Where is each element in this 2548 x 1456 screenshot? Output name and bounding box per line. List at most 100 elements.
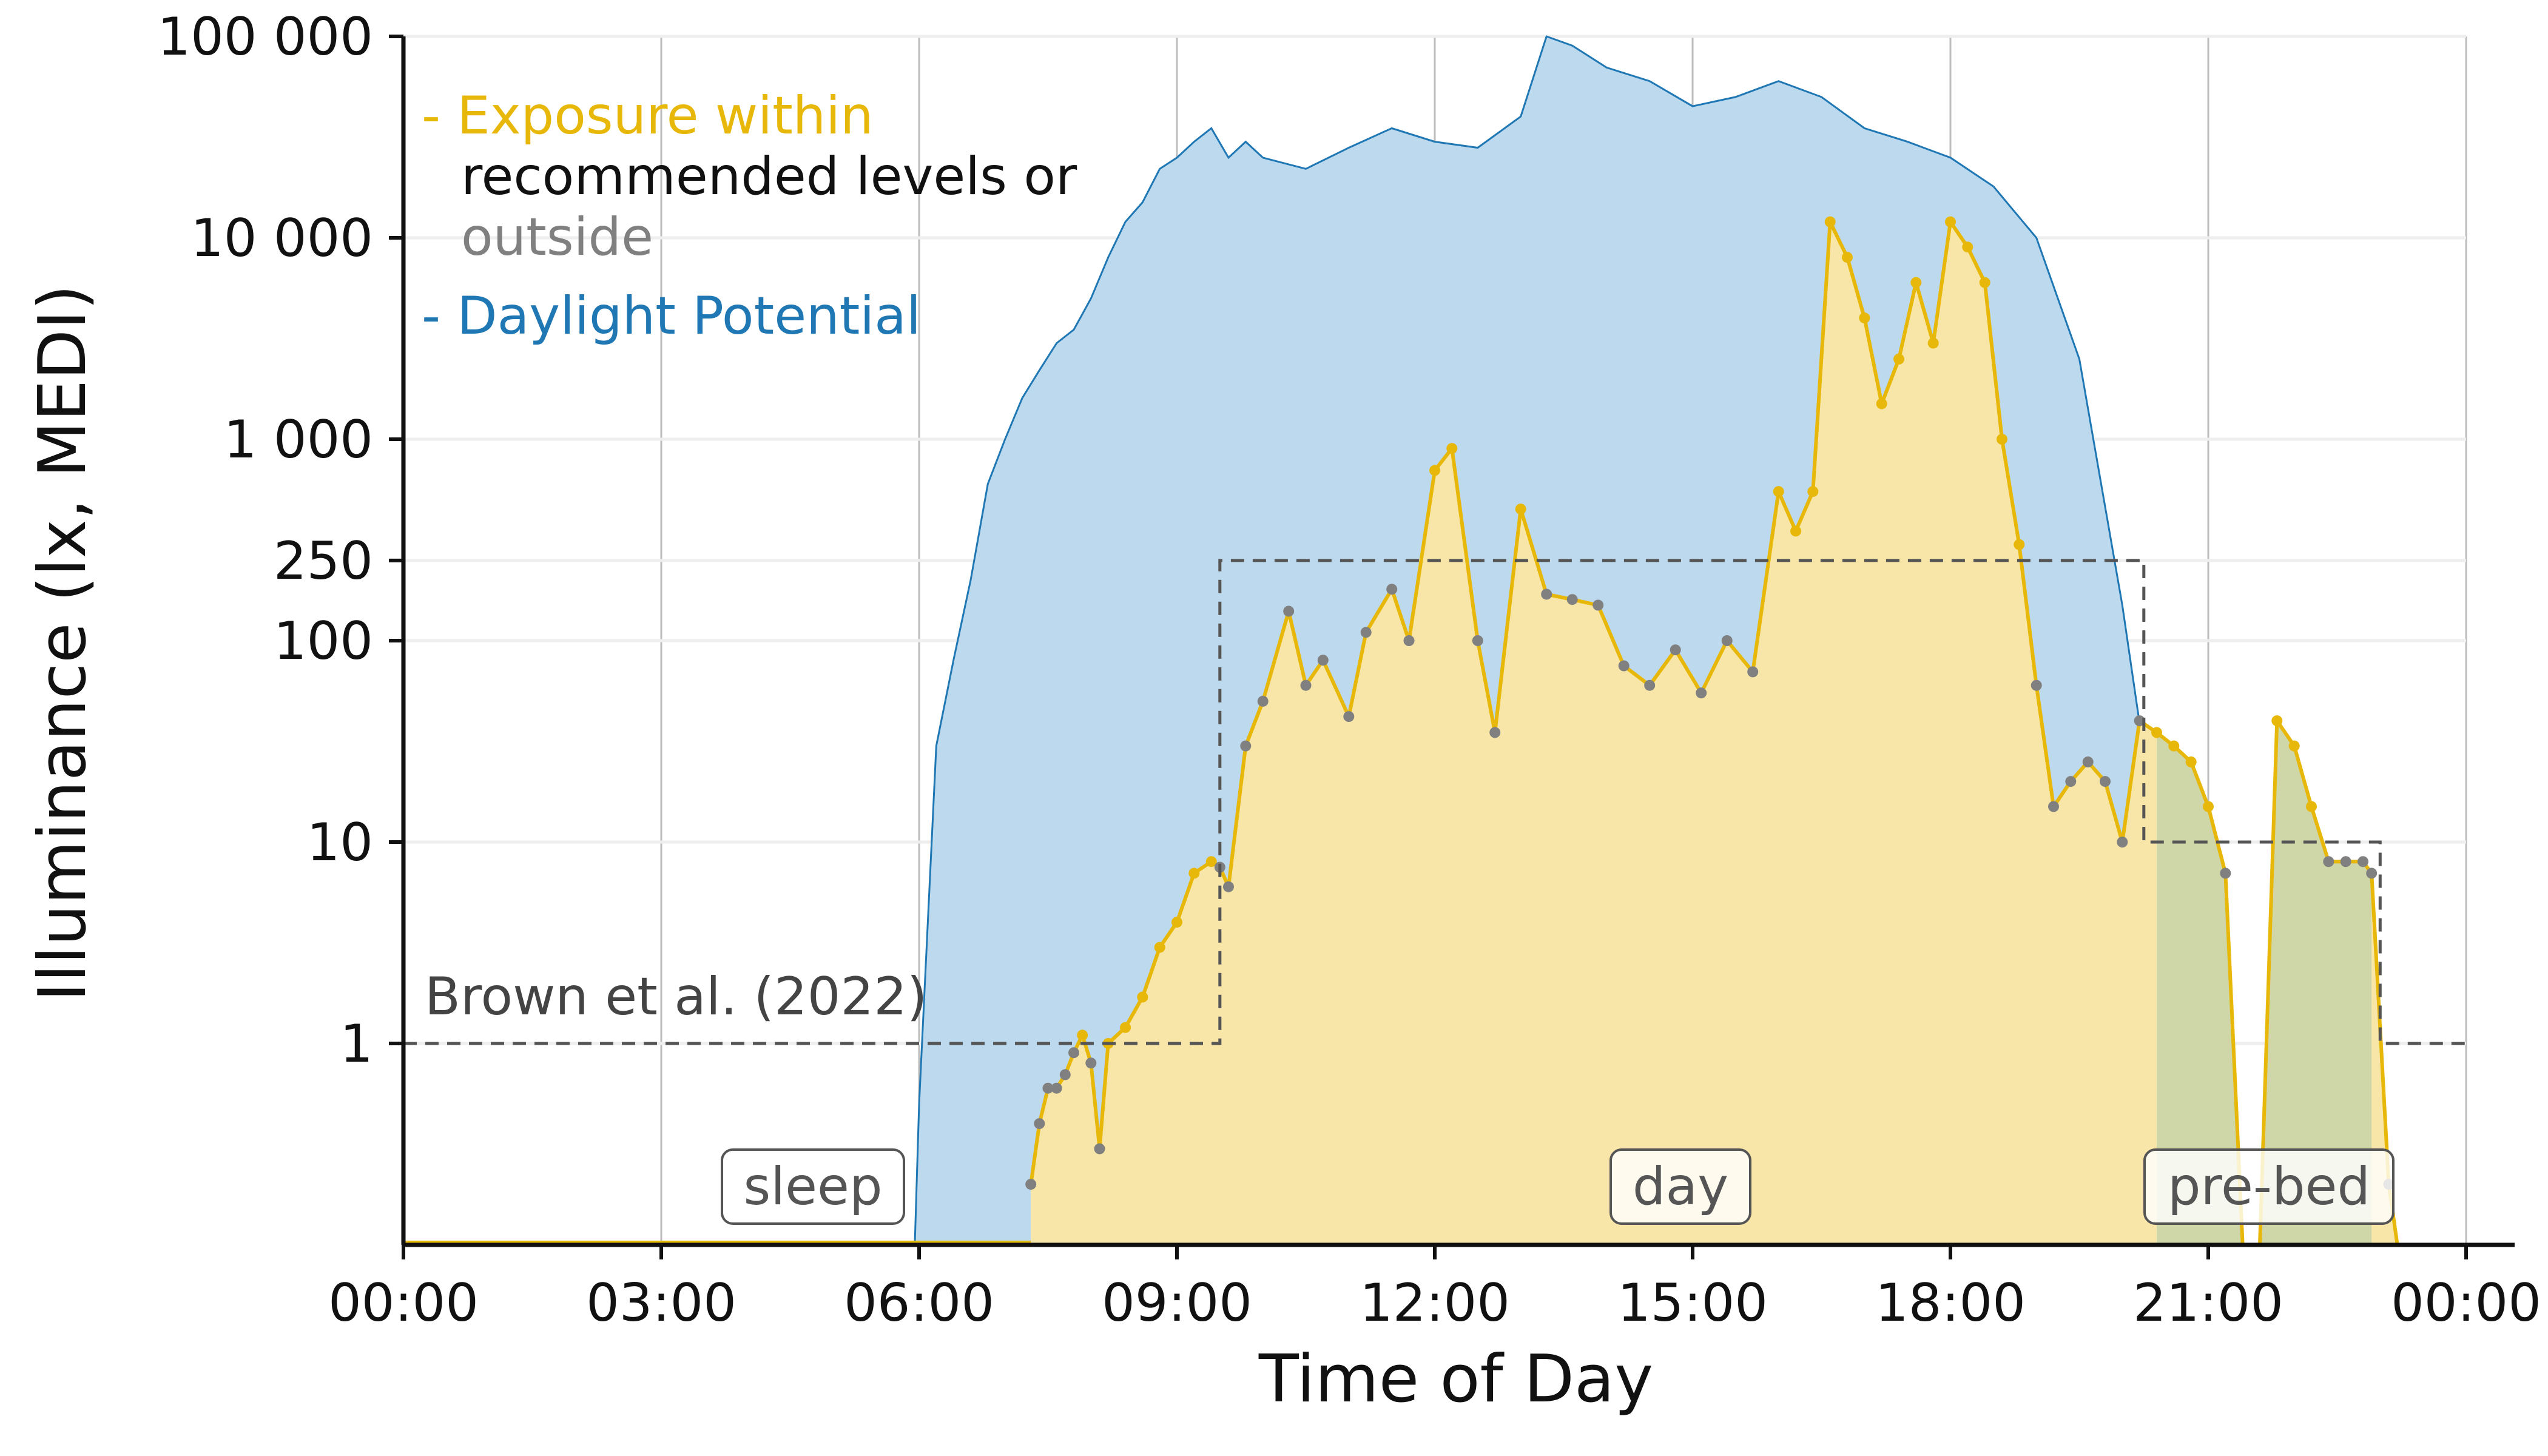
exposure-point (1171, 917, 1182, 928)
exposure-point (1876, 398, 1887, 410)
exposure-point (1644, 679, 1656, 691)
exposure-point (1188, 868, 1200, 879)
exposure-point (1343, 711, 1355, 723)
exposure-point (1025, 1179, 1037, 1190)
exposure-point (1051, 1082, 1062, 1094)
exposure-point (1085, 1057, 1097, 1069)
y-tick-label: 1 (340, 1014, 373, 1074)
y-tick-label: 10 (307, 812, 373, 873)
legend-exposure-label: - Exposure within (422, 86, 874, 146)
phase-label-day: day (1633, 1156, 1728, 1217)
legend-recommended-label: recommended levels or (461, 146, 1077, 207)
exposure-point (2065, 776, 2077, 787)
x-tick-label: 21:00 (2133, 1273, 2283, 1333)
exposure-point (2358, 856, 2368, 868)
exposure-point (2117, 837, 2128, 848)
exposure-point (2271, 715, 2283, 727)
exposure-point (2203, 801, 2214, 812)
exposure-point (1790, 525, 1801, 537)
exposure-point (2185, 756, 2197, 767)
exposure-point (2306, 801, 2317, 812)
exposure-point (2340, 856, 2351, 868)
exposure-point (1515, 504, 1526, 515)
exposure-point (1979, 277, 1990, 288)
exposure-point (1257, 695, 1269, 707)
exposure-point (1592, 599, 1604, 611)
exposure-point (1240, 740, 1252, 752)
exposure-point (1042, 1082, 1054, 1094)
y-axis-title: Illuminance (lx, MEDI) (25, 285, 101, 1002)
exposure-point (2082, 756, 2094, 767)
exposure-point (1859, 312, 1870, 324)
exposure-point (2031, 679, 2042, 691)
exposure-point (1927, 337, 1939, 349)
exposure-point (1472, 635, 1483, 646)
exposure-point (1721, 635, 1733, 646)
exposure-point (2151, 727, 2162, 738)
exposure-point (2048, 801, 2059, 812)
x-tick-label: 09:00 (1102, 1273, 1252, 1333)
phase-label-pre-bed: pre-bed (2168, 1156, 2370, 1217)
reference-label: Brown et al. (2022) (425, 966, 927, 1027)
phase-labels: sleep day pre-bed (721, 1148, 2395, 1225)
exposure-point (1403, 635, 1415, 646)
exposure-point (2323, 856, 2334, 868)
x-tick-label: 00:00 (328, 1273, 479, 1333)
exposure-point (2168, 740, 2180, 752)
legend-daylight-label: - Daylight Potential (422, 286, 921, 346)
y-tick-label: 100 (274, 611, 373, 672)
x-tick-label: 18:00 (1875, 1273, 2026, 1333)
exposure-point (1824, 216, 1836, 228)
exposure-point (1747, 666, 1759, 678)
exposure-point (1945, 216, 1956, 228)
exposure-point (2100, 776, 2111, 787)
exposure-point (1773, 486, 1784, 497)
exposure-point (1446, 443, 1458, 454)
exposure-point (1317, 655, 1329, 666)
overlap-area (2157, 721, 2372, 1245)
exposure-line (403, 220, 2466, 1247)
exposure-point (1541, 588, 1552, 600)
x-tick-label: 12:00 (1360, 1273, 1510, 1333)
exposure-point (1429, 465, 1440, 476)
exposure-point (1807, 486, 1819, 497)
brown-2022-reference-line (403, 559, 2466, 1045)
exposure-point (1910, 277, 1922, 288)
exposure-point (1154, 942, 1165, 953)
exposure-point (1283, 605, 1295, 617)
exposure-point (1997, 434, 2007, 445)
exposure-point (1386, 584, 1398, 595)
x-axis-title: Time of Day (1258, 1341, 1653, 1417)
phase-box-sleep (721, 1148, 905, 1225)
exposure-point (1034, 1118, 1045, 1130)
exposure-point (1670, 644, 1681, 656)
exposure-point (2134, 715, 2145, 727)
exposure-point (1360, 627, 1372, 638)
exposure-point (2014, 539, 2025, 550)
exposure-point (1962, 241, 1973, 253)
y-tick-label: 1 000 (224, 410, 373, 470)
ticks: 00:00 03:00 06:00 09:00 12:00 15:00 18:00 21:00… (157, 7, 2541, 1333)
exposure-point (2366, 868, 2378, 879)
exposure-point (2220, 868, 2231, 879)
x-tick-label: 03:00 (586, 1273, 736, 1333)
x-tick-label: 06:00 (844, 1273, 994, 1333)
legend: - Exposure within recommended levels or … (422, 86, 1077, 346)
exposure-point (1205, 856, 1217, 868)
exposure-point (2288, 740, 2300, 752)
exposure-point (1489, 727, 1501, 738)
exposure-point (1566, 594, 1578, 605)
y-tick-label: 10 000 (190, 208, 373, 269)
exposure-point (1223, 881, 1234, 892)
exposure-point (1077, 1030, 1088, 1041)
exposure-point (1094, 1143, 1105, 1154)
legend-outside-label: outside (461, 207, 653, 268)
x-tick-label: 15:00 (1617, 1273, 1768, 1333)
daylight-potential-line (914, 35, 2183, 1245)
exposure-point (1120, 1022, 1131, 1033)
exposure-point (1842, 252, 1853, 263)
exposure-point (1068, 1047, 1079, 1059)
phase-box-day (1609, 1148, 1751, 1225)
x-tick-label: 00:00 (2391, 1273, 2541, 1333)
